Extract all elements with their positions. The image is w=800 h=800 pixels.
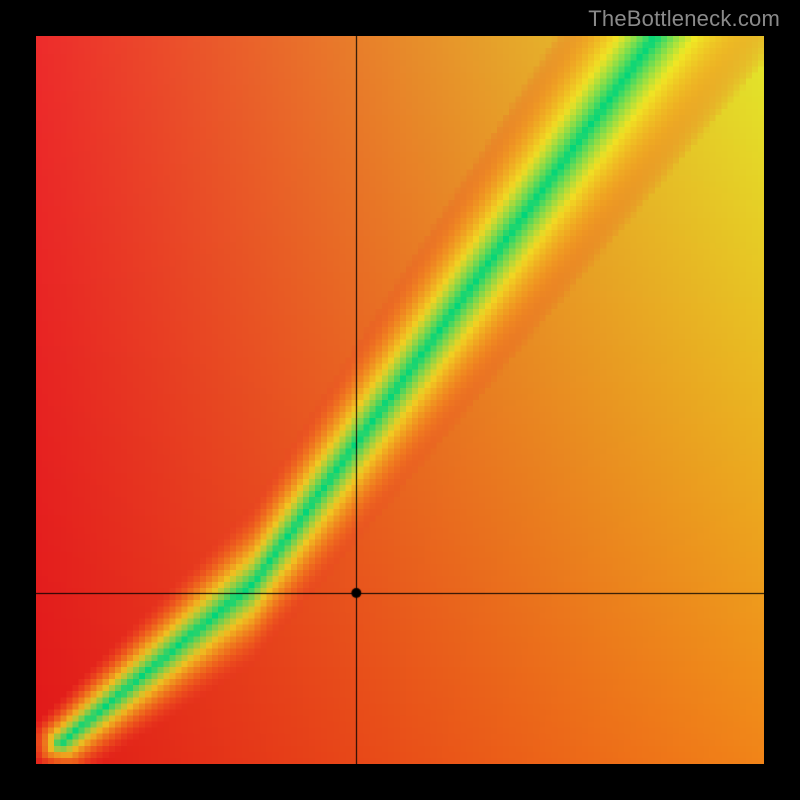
crosshair-overlay (36, 36, 764, 764)
watermark-text: TheBottleneck.com (588, 6, 780, 32)
